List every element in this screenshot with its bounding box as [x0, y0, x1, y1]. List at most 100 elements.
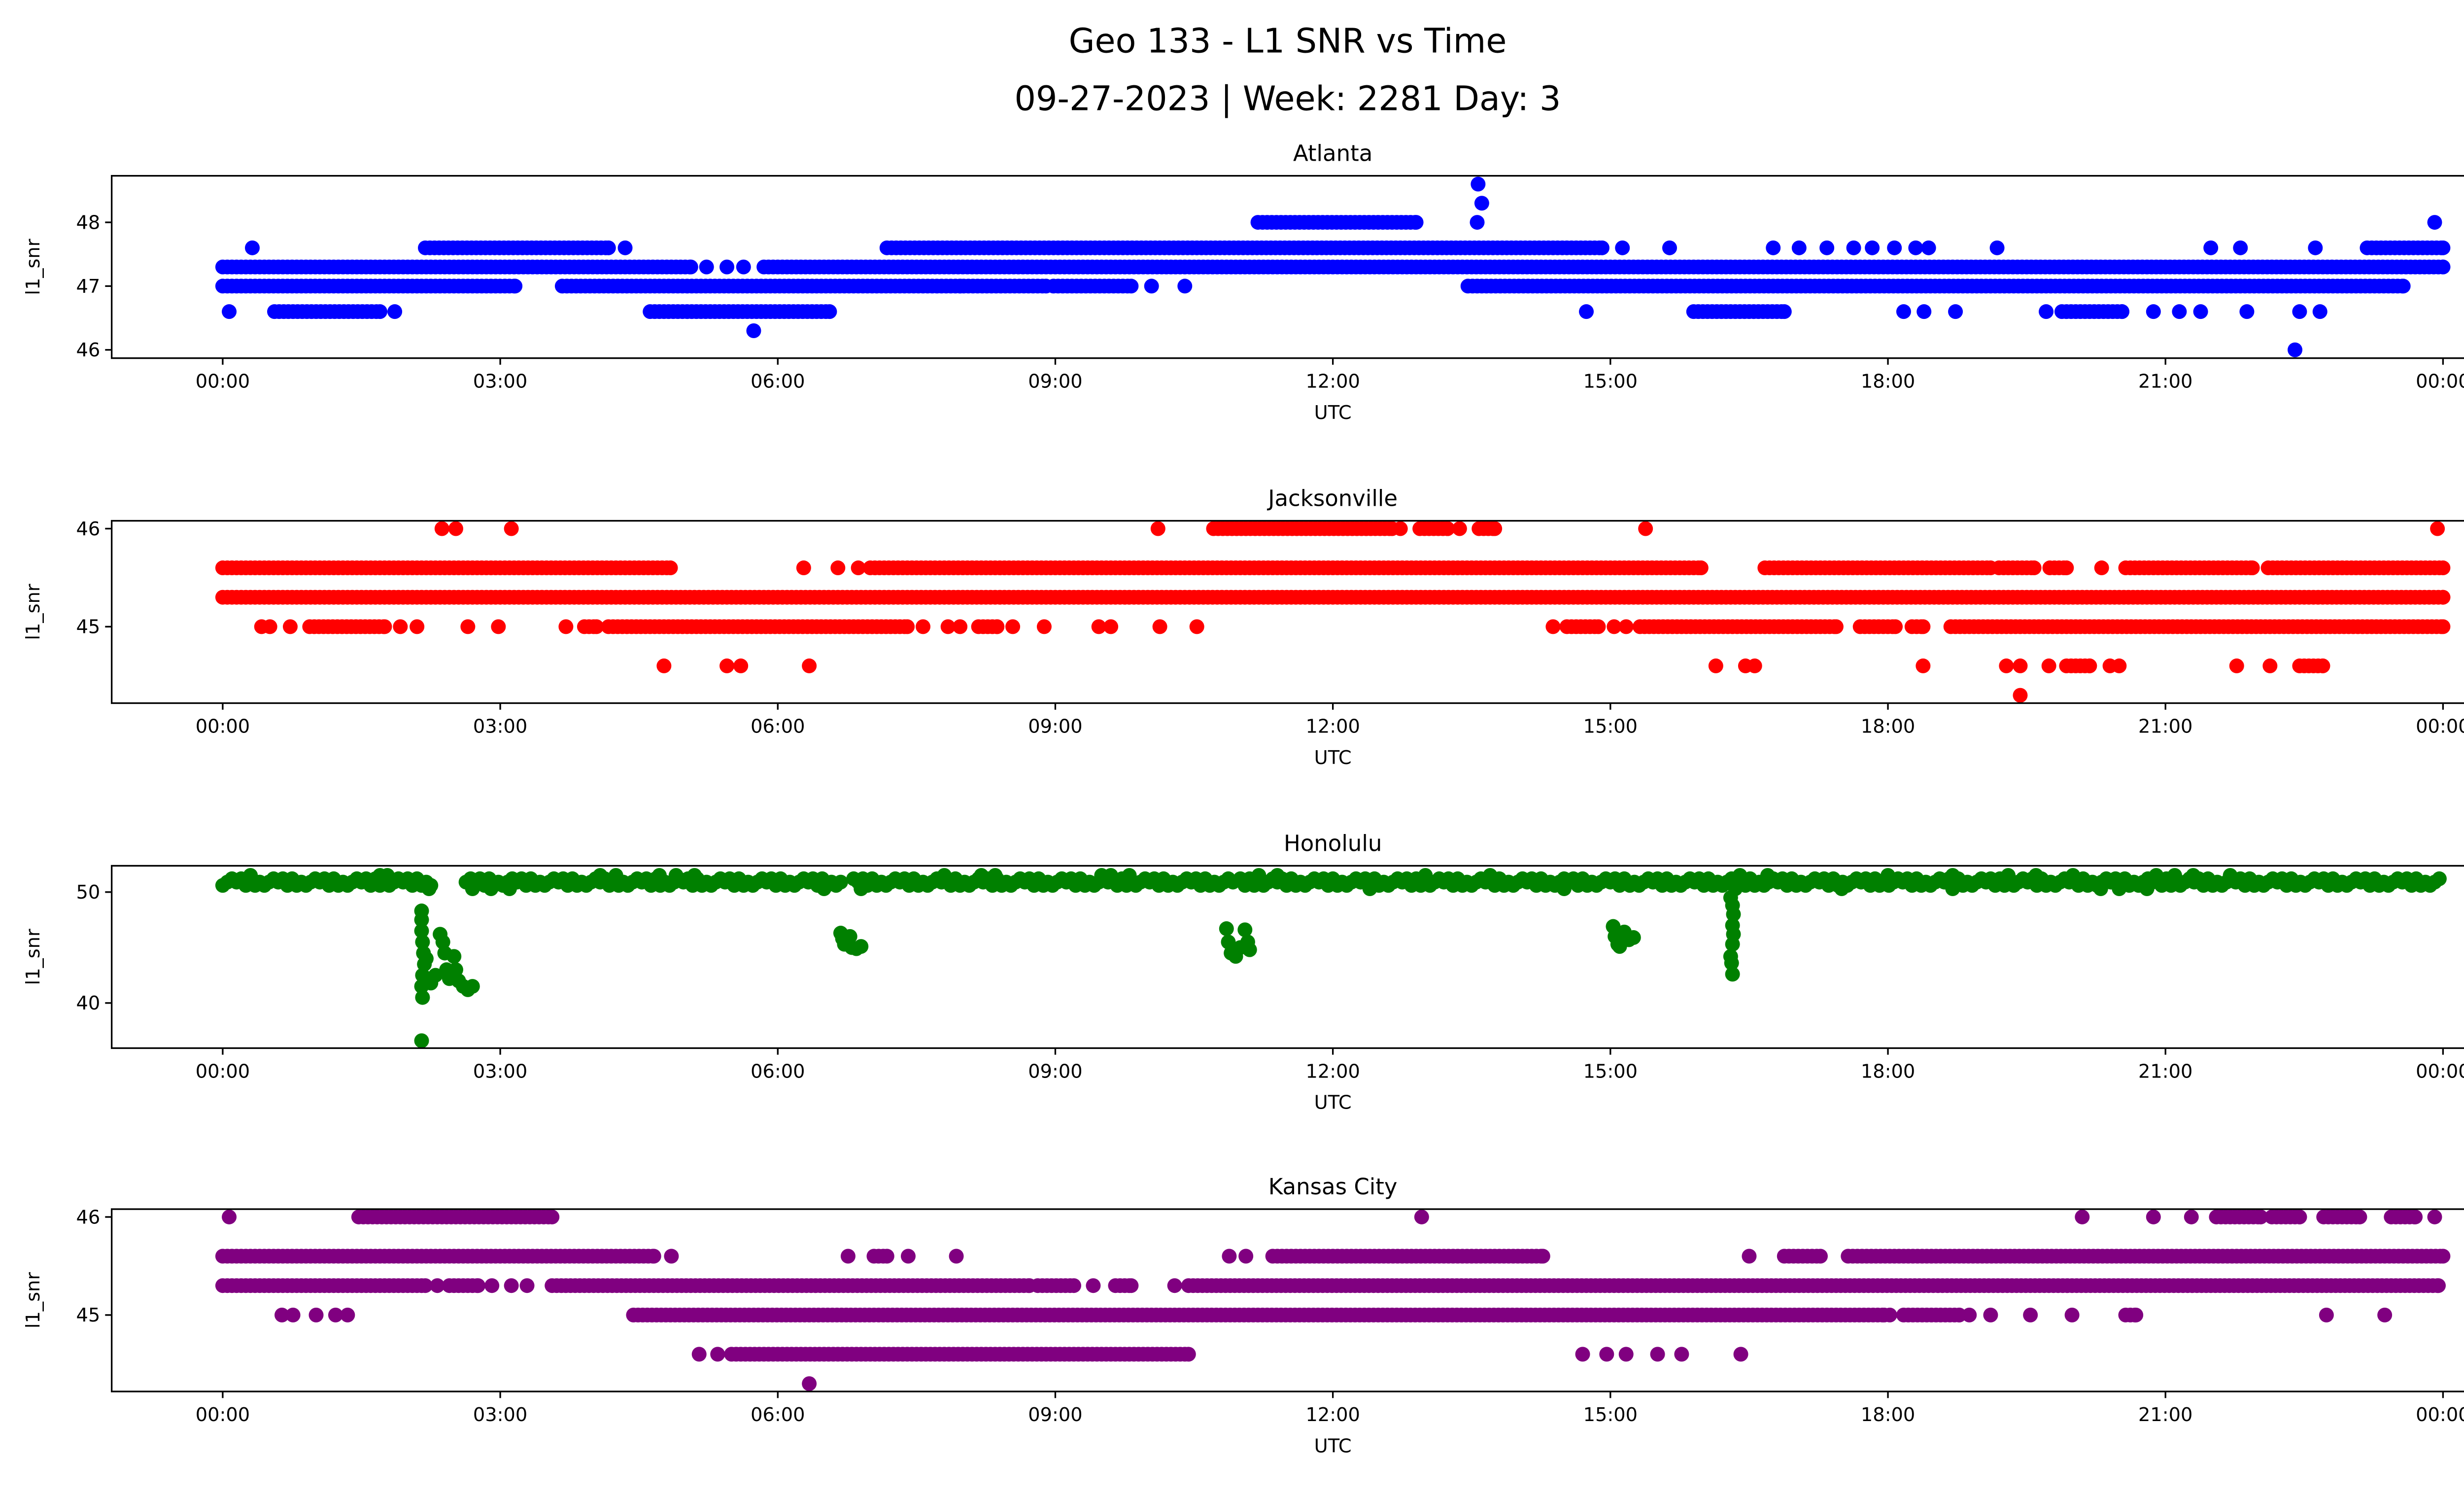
data-point [1618, 1347, 1634, 1362]
data-point [2059, 560, 2074, 576]
data-point [1945, 868, 1960, 883]
subplot-title: Honolulu [1284, 830, 1382, 856]
data-point [262, 619, 277, 634]
data-point [1999, 658, 2014, 673]
data-point [2430, 521, 2445, 536]
data-point [733, 658, 749, 673]
x-tick-label: 21:00 [2138, 1404, 2192, 1426]
data-point [377, 619, 392, 634]
y-tick-label: 45 [76, 616, 101, 638]
x-tick-label: 06:00 [751, 371, 805, 393]
x-tick-label: 03:00 [473, 1060, 527, 1082]
x-tick-label: 06:00 [751, 716, 805, 738]
y-axis-label: l1_snr [22, 1272, 44, 1328]
data-point [1238, 1249, 1254, 1264]
data-point [328, 1307, 343, 1322]
x-tick-label: 00:00 [2416, 1404, 2464, 1426]
data-point [1908, 240, 1923, 255]
data-series [215, 1209, 2451, 1391]
data-point [1177, 278, 1193, 294]
data-point [430, 1278, 445, 1293]
data-point [2139, 881, 2155, 897]
data-point [380, 868, 395, 883]
x-tick-label: 09:00 [1028, 716, 1082, 738]
data-point [2319, 1307, 2334, 1322]
x-tick-label: 06:00 [751, 1404, 805, 1426]
data-point [483, 881, 499, 897]
data-point [1626, 930, 1641, 945]
data-point [1066, 1278, 1082, 1293]
data-point [2203, 240, 2219, 255]
data-point [2093, 881, 2108, 897]
data-point [414, 912, 429, 928]
data-point [2253, 1209, 2268, 1224]
data-point [840, 1249, 856, 1264]
data-point [1983, 1307, 1998, 1322]
data-point [2112, 881, 2127, 897]
data-point [1777, 304, 1792, 319]
data-point [2288, 342, 2303, 357]
y-tick-label: 40 [76, 992, 101, 1014]
data-point [1945, 881, 1960, 897]
data-point [502, 881, 517, 897]
data-point [608, 868, 623, 883]
data-point [484, 1278, 500, 1293]
data-point [415, 935, 430, 950]
data-point [2435, 590, 2451, 605]
data-point [2229, 658, 2244, 673]
figure-title-line-1: Geo 133 - L1 SNR vs Time [1069, 22, 1507, 61]
data-point [2312, 304, 2327, 319]
data-point [1813, 1249, 1828, 1264]
data-point [592, 868, 608, 883]
y-tick-label: 46 [76, 518, 101, 540]
data-point [1865, 240, 1880, 255]
y-tick-label: 45 [76, 1304, 101, 1326]
data-point [2427, 215, 2442, 230]
data-point [1124, 1278, 1139, 1293]
data-point [833, 874, 848, 890]
data-series [215, 521, 2451, 703]
data-point [282, 619, 298, 634]
data-point [854, 881, 869, 897]
data-point [2239, 304, 2255, 319]
data-point [668, 868, 684, 883]
data-point [1221, 935, 1236, 950]
data-point [1487, 521, 1503, 536]
data-point [274, 1307, 290, 1322]
data-point [916, 619, 931, 634]
data-point [2435, 619, 2451, 634]
x-tick-label: 00:00 [2416, 1060, 2464, 1082]
data-point [1086, 1278, 1101, 1293]
data-point [2427, 1209, 2442, 1224]
data-point [1742, 1249, 1757, 1264]
data-point [446, 949, 462, 964]
data-point [1846, 240, 1861, 255]
data-point [2146, 304, 2161, 319]
data-point [2094, 560, 2109, 576]
data-point [900, 619, 915, 634]
data-point [428, 968, 443, 983]
data-point [1882, 1307, 1897, 1322]
data-point [1732, 868, 1747, 883]
data-point [2001, 868, 2016, 883]
data-point [1251, 868, 1266, 883]
data-point [471, 1278, 486, 1293]
data-point [2064, 1307, 2080, 1322]
y-tick-label: 46 [76, 1206, 101, 1228]
data-point [1103, 619, 1119, 634]
data-point [1181, 1347, 1196, 1362]
x-axis-label: UTC [1314, 1092, 1352, 1114]
data-point [2262, 658, 2278, 673]
data-point [1747, 658, 1762, 673]
x-tick-label: 00:00 [196, 371, 250, 393]
x-tick-label: 18:00 [1861, 1060, 1915, 1082]
data-point [2245, 560, 2260, 576]
data-point [2435, 1249, 2451, 1264]
data-point [2028, 868, 2044, 883]
data-point [1607, 619, 1622, 634]
data-point [854, 939, 869, 954]
data-point [222, 304, 237, 319]
data-point [683, 259, 698, 275]
data-point [2023, 1307, 2038, 1322]
x-tick-label: 15:00 [1583, 1060, 1638, 1082]
